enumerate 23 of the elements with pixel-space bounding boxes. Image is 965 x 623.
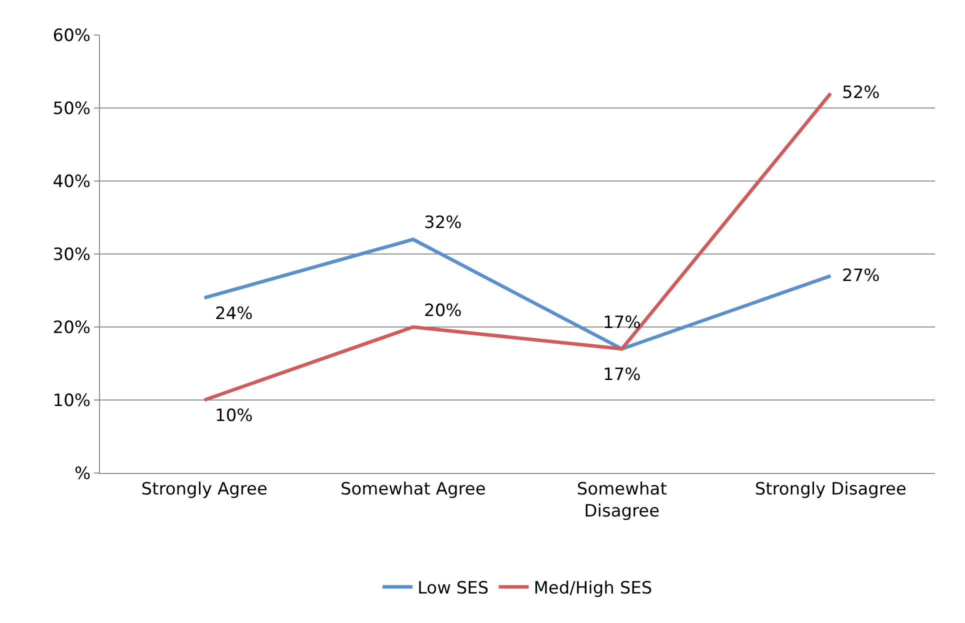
y-tick-label: 10% (52, 390, 91, 411)
line-series (202, 92, 832, 402)
y-tick-label: 20% (52, 318, 91, 338)
legend-label: Med/High SES (534, 578, 652, 599)
data-label: 27% (842, 266, 880, 286)
y-tick-label: 30% (52, 244, 91, 265)
y-tick-label: 40% (52, 172, 91, 192)
data-label: 20% (424, 301, 462, 321)
y-tick-label: 60% (52, 26, 91, 46)
y-tick-label: % (74, 464, 91, 484)
x-tick-label: Somewhat Agree (340, 479, 486, 500)
line-series (202, 238, 832, 351)
x-tick-label: Strongly Disagree (754, 479, 906, 500)
data-label: 17% (603, 365, 641, 385)
data-label: 17% (603, 313, 641, 333)
data-label: 32% (424, 213, 462, 233)
x-tick-label: Somewhat Disagree (576, 479, 668, 522)
legend-label: Low SES (418, 578, 489, 599)
data-label: 10% (215, 406, 253, 426)
data-label: 52% (842, 83, 880, 103)
y-tick-label: 50% (52, 98, 91, 119)
x-tick-label: Strongly Agree (141, 479, 268, 500)
data-label: 24% (215, 304, 253, 324)
